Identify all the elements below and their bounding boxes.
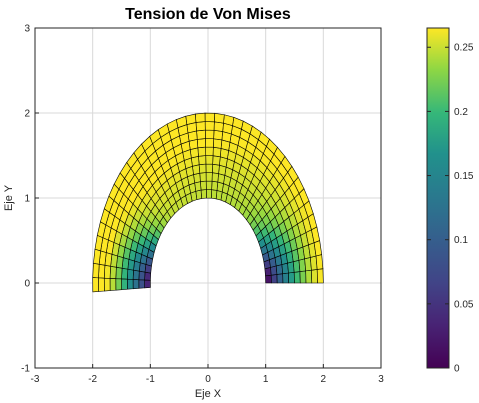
mesh-element xyxy=(195,121,206,132)
mesh-element xyxy=(211,189,218,200)
mesh-element xyxy=(315,254,324,270)
mesh-element xyxy=(196,138,206,149)
mesh-element xyxy=(93,248,101,265)
mesh-element xyxy=(204,121,215,131)
mesh-element xyxy=(199,172,207,182)
mesh-element xyxy=(109,265,117,280)
mesh-element xyxy=(293,271,301,284)
y-tick-label: 3 xyxy=(24,24,30,35)
mesh-element xyxy=(214,112,225,124)
mesh-element xyxy=(121,267,129,280)
mesh-element xyxy=(196,129,206,140)
mesh-element xyxy=(144,279,151,289)
mesh-element xyxy=(98,263,106,279)
mesh-element xyxy=(127,278,134,290)
mesh-element xyxy=(299,270,307,284)
mesh-element xyxy=(204,129,215,140)
y-tick-label: 2 xyxy=(24,109,30,120)
stress-mesh xyxy=(92,112,324,293)
x-tick-label: -1 xyxy=(146,374,155,385)
colorbar-tick-label: 0.1 xyxy=(454,235,468,246)
mesh-element xyxy=(205,163,213,173)
colorbar-tick-label: 0.05 xyxy=(454,299,474,310)
y-tick-label: -1 xyxy=(21,364,30,375)
mesh-element xyxy=(103,264,111,279)
mesh-element xyxy=(211,180,219,191)
tick-labels: -3 -2 -1 0 1 2 3 -1 0 1 2 3 xyxy=(21,24,384,386)
mesh-element xyxy=(92,277,99,293)
y-tick-label: 1 xyxy=(24,194,30,205)
mesh-element xyxy=(205,180,213,190)
mesh-element xyxy=(103,277,111,292)
mesh-element xyxy=(115,266,123,280)
y-axis-label: Eje Y xyxy=(3,184,15,211)
mesh-element xyxy=(194,112,206,123)
mesh-element xyxy=(206,189,212,199)
mesh-element xyxy=(98,277,105,292)
x-axis-label: Eje X xyxy=(195,388,222,400)
mesh-element xyxy=(121,278,128,290)
mesh-element xyxy=(200,180,207,191)
mesh-element xyxy=(138,279,145,289)
mesh-element xyxy=(198,163,207,174)
mesh-element xyxy=(205,155,214,165)
mesh-element xyxy=(265,274,272,284)
x-tick-label: 2 xyxy=(321,374,327,385)
x-tick-label: 3 xyxy=(378,374,384,385)
mesh-element xyxy=(205,146,214,157)
x-tick-label: 1 xyxy=(263,374,269,385)
mesh-element xyxy=(126,268,134,280)
colorbar-ticks: 0 0.05 0.1 0.15 0.2 0.25 xyxy=(427,43,474,375)
mesh-element xyxy=(288,271,295,284)
colorbar xyxy=(426,27,450,369)
mesh-element xyxy=(213,138,223,149)
mesh-element xyxy=(144,271,152,281)
mesh-element xyxy=(213,121,224,132)
mesh-element xyxy=(212,163,220,174)
mesh-element xyxy=(212,155,221,166)
mesh-element xyxy=(311,269,318,284)
mesh-element xyxy=(212,146,222,158)
mesh-element xyxy=(132,279,140,290)
mesh-element xyxy=(305,269,313,284)
colorbar-tick-label: 0 xyxy=(454,364,460,375)
mesh-element xyxy=(185,113,197,125)
mesh-element xyxy=(316,268,324,284)
mesh-element xyxy=(270,274,278,284)
mesh-element xyxy=(115,278,122,291)
x-tick-label: -2 xyxy=(88,374,97,385)
mesh-element xyxy=(205,138,214,148)
mesh-element xyxy=(92,263,100,279)
x-tick-label: -3 xyxy=(31,374,40,385)
mesh-element xyxy=(204,112,215,123)
mesh-element xyxy=(198,155,207,166)
chart-title: Tension de Von Mises xyxy=(125,6,291,23)
colorbar-tick-label: 0.2 xyxy=(454,107,468,118)
mesh-element xyxy=(275,264,284,275)
y-tick-label: 0 xyxy=(24,279,30,290)
mesh-element xyxy=(213,129,224,141)
mesh-element xyxy=(138,270,146,281)
mesh-element xyxy=(211,172,219,183)
mesh-element xyxy=(205,172,213,182)
mesh-element xyxy=(197,146,207,157)
mesh-element xyxy=(132,269,140,281)
mesh-element xyxy=(282,272,290,284)
x-tick-label: 0 xyxy=(205,374,211,385)
mesh-element xyxy=(276,273,284,284)
colorbar-tick-label: 0.25 xyxy=(454,43,474,54)
mesh-element xyxy=(109,278,117,291)
colorbar-tick-label: 0.15 xyxy=(454,171,474,182)
